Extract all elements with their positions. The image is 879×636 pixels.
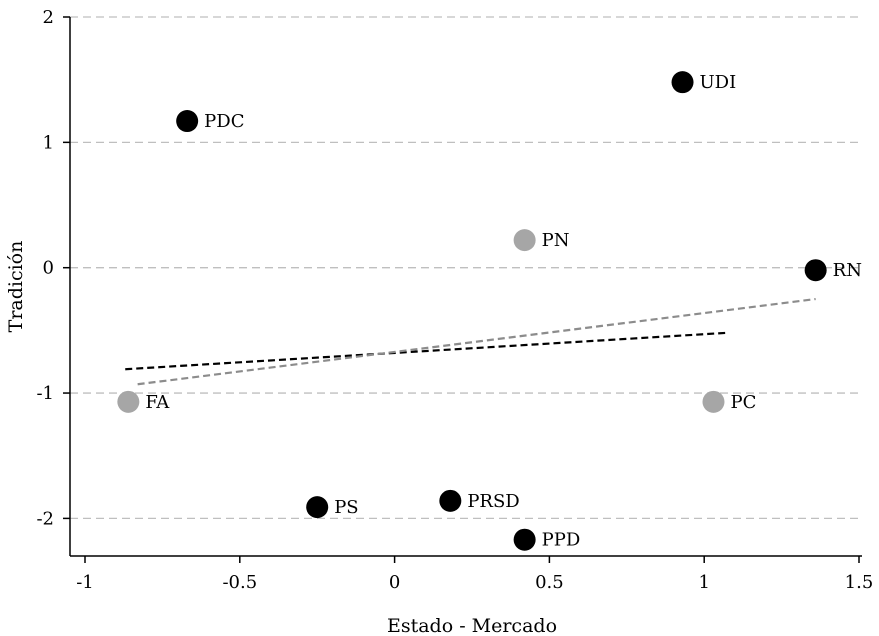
axes [69, 17, 862, 557]
x-tick-label: 1.5 [845, 572, 874, 593]
y-tick-label: 2 [43, 7, 54, 28]
data-points: PDC UDI PN RN FA PC PS PRSD PPD [117, 71, 862, 551]
point-label: PC [730, 392, 756, 413]
x-tick-label: -0.5 [222, 572, 257, 593]
data-point [702, 390, 725, 413]
data-point [804, 259, 827, 282]
x-tick-label: 0.5 [535, 572, 564, 593]
ticks: 2 1 0 -1 -2 -1 -0.5 0 0.5 1 1.5 [36, 7, 873, 593]
x-tick-label: -1 [76, 572, 94, 593]
point-label: PS [334, 497, 358, 518]
data-point [671, 71, 694, 94]
x-tick-label: 1 [698, 572, 709, 593]
fit-line-gray [137, 297, 816, 386]
data-point [176, 110, 199, 133]
point-label: FA [145, 392, 170, 413]
x-tick-label: 0 [389, 572, 400, 593]
y-tick-label: -1 [36, 383, 54, 404]
y-tick-label: 0 [43, 258, 54, 279]
y-tick-label: -2 [36, 508, 54, 529]
point-label: UDI [700, 72, 737, 93]
y-axis-title: Tradición [5, 241, 27, 333]
y-tick-label: 1 [43, 132, 54, 153]
point-label: PN [542, 230, 570, 251]
data-point [117, 390, 140, 413]
point-label: PRSD [467, 491, 519, 512]
data-point [513, 528, 536, 551]
point-label: PDC [204, 111, 244, 132]
x-axis-title: Estado - Mercado [387, 615, 557, 636]
data-point [439, 489, 462, 512]
data-point [513, 229, 536, 252]
fit-line-black [125, 331, 726, 371]
point-label: PPD [542, 530, 581, 551]
grid-lines [70, 16, 862, 520]
fit-lines [125, 297, 816, 386]
data-point [306, 496, 329, 519]
point-label: RN [833, 260, 862, 281]
